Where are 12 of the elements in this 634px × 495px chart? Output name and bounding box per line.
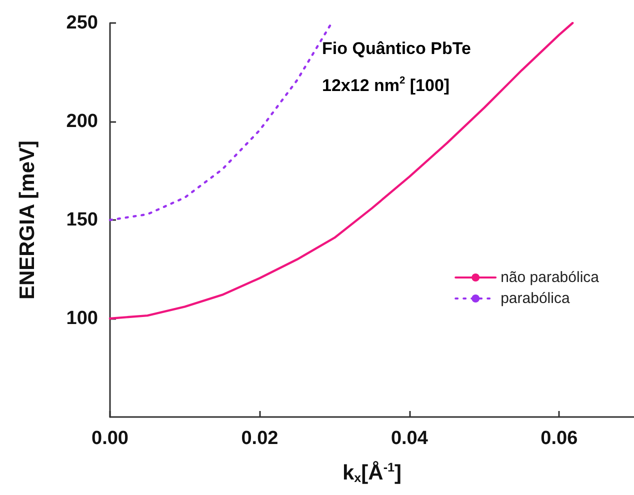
y-tick-label: 150: [66, 210, 98, 230]
x-tick-label: 0.00: [92, 428, 128, 449]
x-tick-label: 0.06: [540, 428, 578, 449]
y-tick-label: 250: [66, 12, 98, 34]
y-tick-label: 200: [66, 111, 98, 132]
x-tick-label: 0.04: [390, 428, 428, 449]
legend-label: parabólica: [500, 290, 570, 307]
y-axis-title: ENERGIA [meV]: [16, 140, 39, 300]
annotation: Fio Quântico PbTe: [322, 39, 471, 58]
y-tick-label: 100: [66, 308, 98, 329]
legend-label: não parabólica: [500, 269, 600, 286]
x-tick-label: 0.02: [241, 428, 278, 449]
